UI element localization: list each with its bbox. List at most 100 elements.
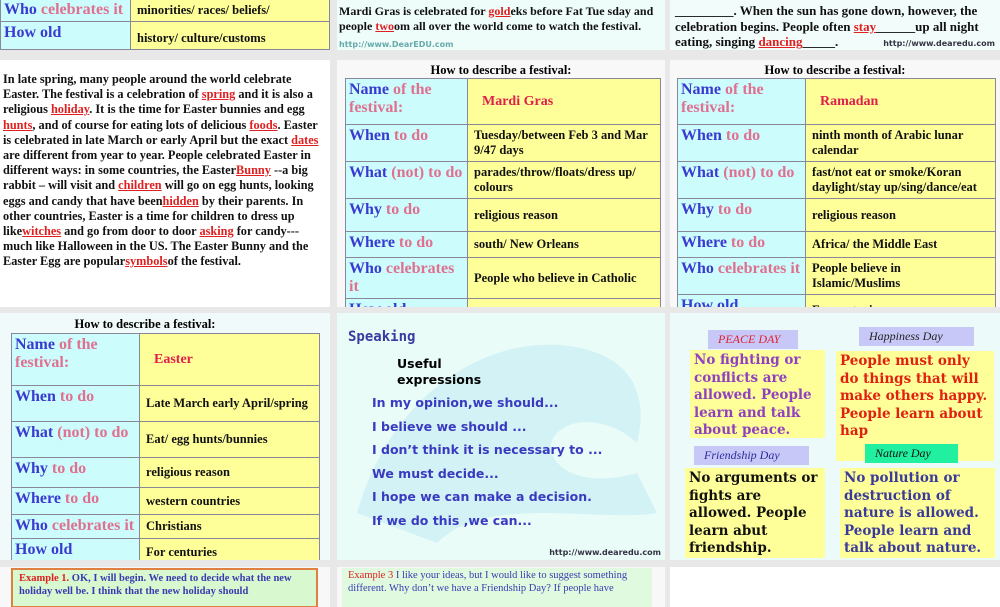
row-value: religious reason — [805, 198, 996, 232]
row-label: Where to do — [11, 487, 140, 515]
slide-title: How to describe a festival: — [764, 63, 906, 77]
row-value: People believe in Islamic/Muslims — [805, 257, 996, 295]
row-value: Late March early April/spring — [139, 385, 320, 422]
table-row: When to do Tuesday/between Feb 3 and Mar … — [345, 124, 661, 162]
passage-text: and go from door to door — [61, 224, 200, 239]
answer-blank: children — [118, 178, 162, 193]
row-label: Who celebrates it — [0, 0, 131, 22]
row-value: religious reason — [467, 198, 661, 232]
row-value: western countries — [139, 487, 320, 515]
happiness-day-label: Happiness Day — [859, 327, 974, 346]
table-row: What (not) to do parades/throw/floats/dre… — [345, 161, 661, 199]
passage-text: and it is also a religious — [3, 87, 313, 117]
answer: stay — [853, 18, 877, 34]
row-label: Who celebrates it — [345, 257, 468, 299]
friendship-day-box: No arguments or fights are allowed. Peop… — [685, 468, 825, 558]
table-row: Where to do western countries — [11, 487, 320, 515]
happiness-day-box: People must only do things that will mak… — [836, 351, 994, 461]
row-label: What (not) to do — [345, 161, 468, 199]
row-value: Ramadan — [805, 78, 996, 125]
slide-table-fragment: Who celebrates it minorities/ races/ beli… — [0, 0, 330, 50]
slide-holiday-ideas: No fighting or conflicts are allowed. Pe… — [670, 313, 1000, 560]
row-value: history/ culture/customs — [130, 21, 330, 50]
slide-title: How to describe a festival: — [74, 317, 216, 331]
example-label: Example 3 — [348, 570, 394, 581]
passage-text: , and of course for eating lots of delic… — [32, 117, 250, 132]
row-label: Where to do — [677, 231, 806, 258]
table-row: Why to do religious reason — [11, 457, 320, 488]
example-box: Example 1. OK, I will begin. We need to … — [11, 568, 318, 607]
table-row: Who celebrates it People believe in Islam… — [677, 257, 996, 295]
answer: gold — [488, 4, 511, 18]
slide-example-3: Example 3 I like your ideas, but I would… — [337, 567, 665, 607]
expression-item: We must decide... — [372, 465, 499, 481]
row-label: How old — [11, 538, 140, 560]
example-box: Example 3 I like your ideas, but I would… — [342, 568, 652, 607]
row-value: Tuesday/between Feb 3 and Mar 9/47 days — [467, 124, 661, 162]
row-value: Christians — [139, 514, 320, 539]
row-label: When to do — [345, 124, 468, 162]
row-value: minorities/ races/ beliefs/ — [130, 0, 330, 22]
table-row: Who celebrates it Christians — [11, 514, 320, 539]
answer-blank: hunts — [3, 117, 33, 132]
row-label: Why to do — [677, 198, 806, 232]
nature-day-box: No pollution or destruction of nature is… — [840, 468, 995, 558]
row-label: Name of the festival: — [677, 78, 806, 125]
table-row: Who celebrates it People who believe in C… — [345, 257, 661, 299]
row-label: What (not) to do — [677, 161, 806, 199]
passage-text: will go on egg hunts, looking eggs and c… — [3, 178, 314, 208]
example-label: Example 1. — [19, 573, 70, 584]
table-row: What (not) to do Eat/ egg hunts/bunnies — [11, 421, 320, 458]
row-label: Why to do — [345, 198, 468, 232]
watermark-url: http://www.dearedu.com — [549, 548, 661, 557]
answer-blank: symbols — [125, 254, 168, 269]
expression-item: I hope we can make a decision. — [372, 489, 592, 504]
slide-easter-passage: In late spring, many people around the w… — [0, 60, 330, 307]
expression-item: If we do this ,we can... — [372, 512, 532, 528]
text: ______up all night eating, singing — [675, 18, 979, 50]
row-value: south/ New Orleans — [467, 231, 661, 258]
passage-text: . Easter is celebrated in late March or … — [3, 117, 318, 147]
text: _____. — [802, 34, 839, 49]
slide-easter-table: How to describe a festival: Name of the … — [0, 313, 330, 560]
passage-text: In late spring, many people around the w… — [3, 72, 292, 102]
table-row: When to do Late March early April/spring — [11, 385, 320, 422]
example-text: OK, I will begin. We need to decide what… — [19, 573, 292, 597]
row-value: Eat/ egg hunts/bunnies — [139, 421, 320, 458]
expression-item: I believe we should ... — [372, 418, 527, 434]
row-value: parades/throw/floats/dress up/ colours — [467, 161, 661, 199]
answer-blank: asking — [199, 224, 234, 239]
text: eks before Fat Tue sday and people — [339, 4, 654, 33]
row-label: Where to do — [345, 231, 468, 258]
passage-text: of the festival. — [167, 254, 241, 269]
peace-day-box: No fighting or conflicts are allowed. Pe… — [690, 350, 825, 438]
row-value: history/ culture/customs — [467, 298, 661, 307]
slide-example-1: Example 1. OK, I will begin. We need to … — [0, 567, 330, 607]
passage-text: by their parents. In other countries, Ea… — [3, 193, 304, 239]
answer-blank: hidden — [162, 193, 199, 208]
dolphin-background-icon — [357, 344, 657, 543]
table-row: Where to do Africa/ the Middle East — [677, 231, 996, 258]
answer-blank: foods — [249, 117, 278, 132]
row-value: fast/not eat or smoke/Koran daylight/sta… — [805, 161, 996, 199]
table-row: Where to do south/ New Orleans — [345, 231, 661, 258]
answer: two — [375, 19, 395, 33]
slide-title: Speaking — [348, 329, 416, 345]
passage-text: --a big rabbit – will visit and — [3, 163, 308, 193]
expression-item: I don’t think it is necessary to ... — [372, 442, 603, 457]
row-value: ninth month of Arabic lunar calendar — [805, 124, 996, 162]
row-value: For centuries — [805, 294, 996, 307]
row-value: For centuries — [139, 538, 320, 560]
table-row: Why to do religious reason — [677, 198, 996, 232]
row-label: When to do — [677, 124, 806, 162]
slide-ramadan-text: _________. When the sun has gone down, h… — [670, 0, 1000, 50]
answer: dancing — [758, 34, 803, 49]
text: Mardi Gras is celebrated for — [339, 4, 489, 18]
row-value: religious reason — [139, 457, 320, 488]
row-label: Who celebrates it — [677, 257, 806, 295]
row-value: Easter — [139, 333, 320, 386]
table-row: Why to do religious reason — [345, 198, 661, 232]
answer-blank: Bunny — [236, 163, 271, 178]
